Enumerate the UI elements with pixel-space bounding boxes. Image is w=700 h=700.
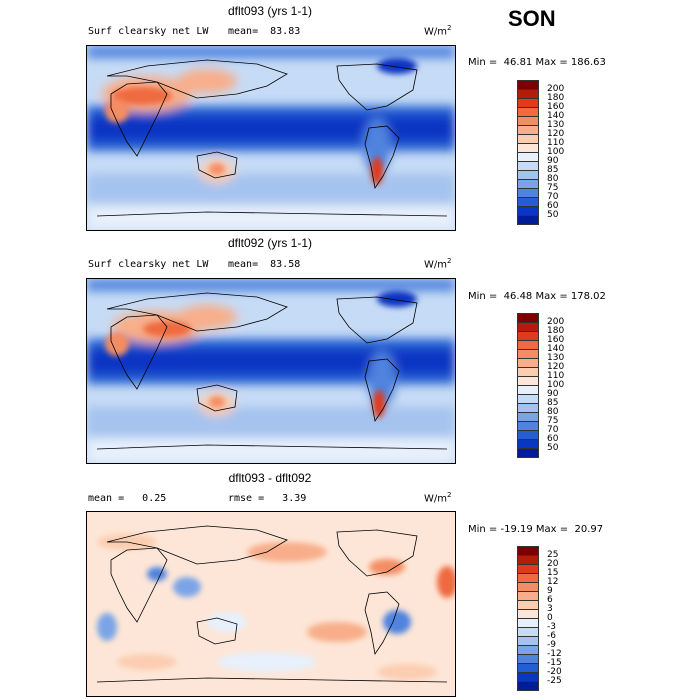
colorbar-top: 200 180 160 140 130 120 110 100 90 85 80… — [517, 80, 564, 228]
colorbar-middle-label: 100 — [547, 380, 565, 390]
colorbar-middle-label: 200 — [547, 317, 565, 327]
colorbar-bottom-label: -3 — [547, 622, 556, 632]
map-bottom — [86, 511, 456, 697]
map-top — [86, 45, 456, 231]
panel-middle-mean: mean= 83.58 — [228, 259, 301, 270]
panel-middle-units: W/m2 — [424, 257, 452, 271]
colorbar-middle-label: 70 — [547, 425, 559, 435]
colorbar-top-label: 100 — [547, 147, 565, 157]
colorbar-top-label: 110 — [547, 138, 565, 148]
colorbar-top-label: 70 — [547, 192, 559, 202]
colorbar-top-label: 180 — [547, 93, 565, 103]
colorbar-middle-label: 75 — [547, 416, 559, 426]
panel-bottom-rmse: rmse = 3.39 — [228, 493, 307, 504]
colorbar-middle-label: 180 — [547, 326, 565, 336]
colorbar-middle-label: 80 — [547, 407, 559, 417]
colorbar-bottom-label: -15 — [547, 658, 562, 668]
panel-top-mean: mean= 83.83 — [228, 26, 301, 37]
colorbar-middle: 200 180 160 140 130 120 110 100 90 85 80… — [517, 313, 564, 461]
panel-bottom-units: W/m2 — [424, 491, 452, 505]
colorbar-bottom-label: 6 — [547, 595, 553, 605]
panel-middle-minmax: Min = 46.48 Max = 178.02 — [468, 291, 606, 302]
colorbar-bottom-label: 3 — [547, 604, 553, 614]
colorbar-middle-label: 140 — [547, 344, 565, 354]
colorbar-bottom-swatch — [517, 681, 539, 691]
colorbar-middle-label: 160 — [547, 335, 565, 345]
colorbar-middle-swatch — [517, 448, 539, 458]
colorbar-bottom-label: -9 — [547, 640, 556, 650]
colorbar-top-label: 160 — [547, 102, 565, 112]
colorbar-bottom-label: -6 — [547, 631, 556, 641]
map-middle — [86, 278, 456, 464]
colorbar-middle-label: 90 — [547, 389, 559, 399]
colorbar-middle-label: 110 — [547, 371, 565, 381]
panel-top-title: dflt093 (yrs 1-1) — [227, 4, 313, 18]
colorbar-top-label: 120 — [547, 129, 565, 139]
panel-bottom-mean: mean = 0.25 — [88, 493, 167, 504]
season-label: SON — [508, 6, 556, 31]
colorbar-bottom-label: 12 — [547, 577, 559, 587]
colorbar-bottom-label: 25 — [547, 550, 559, 560]
panel-middle-variable: Surf clearsky net LW — [88, 259, 209, 270]
colorbar-bottom: 25 20 15 12 9 6 3 0 -3 -6 -9 -12 -15 -20… — [517, 546, 562, 694]
panel-bottom-title: dflt093 - dflt092 — [228, 471, 312, 485]
panel-top-variable: Surf clearsky net LW — [88, 26, 209, 37]
colorbar-middle-label: 60 — [547, 434, 559, 444]
colorbar-top-label: 80 — [547, 174, 559, 184]
colorbar-middle-label: 50 — [547, 443, 559, 453]
colorbar-top-label: 60 — [547, 201, 559, 211]
panel-top-minmax: Min = 46.81 Max = 186.63 — [468, 57, 606, 68]
panel-middle-title: dflt092 (yrs 1-1) — [227, 236, 313, 250]
colorbar-top-swatch — [517, 215, 539, 225]
colorbar-top-label: 50 — [547, 210, 559, 220]
colorbar-bottom-label: 20 — [547, 559, 559, 569]
panel-top-units: W/m2 — [424, 24, 452, 38]
colorbar-bottom-label: -12 — [547, 649, 562, 659]
colorbar-middle-label: 120 — [547, 362, 565, 372]
colorbar-top-label: 130 — [547, 120, 565, 130]
colorbar-bottom-label: 15 — [547, 568, 559, 578]
colorbar-top-label: 90 — [547, 156, 559, 166]
colorbar-bottom-label: 0 — [547, 613, 553, 623]
colorbar-middle-label: 130 — [547, 353, 565, 363]
colorbar-top-label: 85 — [547, 165, 559, 175]
colorbar-bottom-label: -25 — [547, 676, 562, 686]
colorbar-middle-label: 85 — [547, 398, 559, 408]
panel-bottom-minmax: Min = -19.19 Max = 20.97 — [468, 524, 604, 535]
colorbar-top-label: 200 — [547, 84, 565, 94]
colorbar-top-label: 75 — [547, 183, 559, 193]
colorbar-bottom-label: -20 — [547, 667, 562, 677]
colorbar-top-label: 140 — [547, 111, 565, 121]
colorbar-bottom-label: 9 — [547, 586, 553, 596]
